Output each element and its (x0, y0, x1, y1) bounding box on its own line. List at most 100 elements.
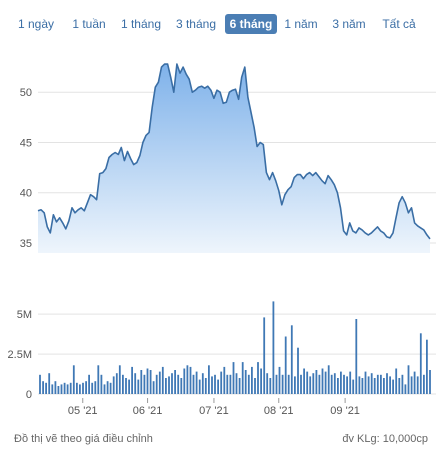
volume-bar (226, 374, 229, 394)
volume-bar (66, 384, 69, 394)
volume-bar (158, 371, 161, 394)
x-tick-label: 08 '21 (264, 405, 294, 417)
volume-bar (54, 381, 57, 394)
x-tick-label: 07 '21 (199, 405, 229, 417)
volume-bar (349, 371, 352, 394)
volume-bar (94, 381, 97, 394)
volume-bar (364, 371, 367, 394)
volume-bar (346, 376, 348, 394)
volume-bar (174, 370, 176, 394)
tab-all[interactable]: Tất cả (382, 17, 416, 31)
price-tick-label: 45 (20, 137, 32, 149)
price-tick-label: 50 (20, 87, 32, 99)
volume-bar (220, 371, 223, 394)
volume-bar (404, 384, 407, 394)
volume-bar (355, 319, 358, 394)
tab-6-month[interactable]: 6 tháng (225, 14, 277, 34)
volume-bar (386, 373, 388, 394)
volume-bar (324, 371, 327, 394)
volume-bar (155, 374, 158, 394)
volume-bar (321, 368, 324, 394)
tab-1-day[interactable]: 1 ngày (17, 17, 55, 31)
volume-bar (401, 374, 404, 394)
volume-bar (214, 374, 216, 394)
volume-bar (171, 373, 173, 394)
volume-bar (389, 376, 391, 394)
volume-bar (204, 378, 207, 394)
volume-bar (309, 376, 312, 394)
volume-bar (315, 370, 318, 394)
volume-bar (343, 374, 345, 394)
price-line (37, 63, 431, 240)
volume-tick-label: 2.5M (8, 349, 32, 361)
volume-bar (115, 373, 118, 394)
volume-bar (244, 370, 247, 394)
volume-bar (69, 382, 72, 394)
volume-bar (429, 370, 431, 394)
volume-bar (60, 384, 63, 394)
tab-1-month[interactable]: 1 tháng (120, 17, 162, 31)
volume-bar (106, 381, 109, 394)
volume-bar (165, 378, 167, 394)
volume-bar (340, 371, 342, 394)
tab-1-week[interactable]: 1 tuần (72, 17, 106, 31)
volume-bar (303, 368, 305, 394)
volume-bar (284, 336, 287, 394)
volume-bar (410, 376, 413, 394)
price-area (37, 63, 431, 253)
volume-bar (100, 374, 103, 394)
volume-bar (128, 379, 130, 394)
volume-bar (91, 382, 94, 394)
volume-bar (416, 376, 419, 394)
volume-bar (42, 381, 44, 394)
volume-bar (358, 376, 361, 394)
volume-bar (88, 374, 90, 394)
volume-bar (247, 374, 250, 394)
volume-y-axis: 0 2.5M 5M (8, 309, 32, 401)
volume-bar (195, 371, 198, 394)
volume-bar (290, 325, 293, 394)
volume-bar (189, 366, 192, 394)
volume-bar (79, 384, 81, 394)
volume-bar (131, 366, 133, 394)
volume-bar (263, 317, 266, 394)
volume-bar (238, 378, 241, 394)
volume-bar (85, 381, 87, 394)
x-tick-label: 05 '21 (68, 405, 98, 417)
volume-bar (257, 362, 259, 394)
volume-bar (149, 370, 152, 394)
volume-bar (235, 373, 238, 394)
volume-tick-label: 0 (26, 389, 32, 401)
volume-bar (266, 373, 269, 394)
volume-bar (251, 366, 253, 394)
volume-bar (118, 365, 121, 394)
volume-bar (223, 366, 226, 394)
x-tick-label: 09 '21 (330, 405, 360, 417)
volume-bar (383, 378, 385, 394)
volume-bar (275, 374, 278, 394)
volume-bar (201, 373, 204, 394)
price-tick-label: 40 (20, 188, 32, 200)
tab-3-year[interactable]: 3 năm (332, 17, 366, 31)
volume-bar (330, 374, 333, 394)
volume-bar (423, 374, 425, 394)
x-axis: 05 '21 06 '21 07 '21 08 '21 09 '21 (68, 398, 360, 417)
volume-bar (281, 374, 284, 394)
volume-bar (337, 378, 339, 394)
volume-bar (177, 374, 180, 394)
tab-3-month[interactable]: 3 tháng (175, 17, 217, 31)
volume-bar (109, 382, 112, 394)
volume-bar (419, 333, 422, 394)
volume-bar (57, 386, 60, 394)
volume-bar (395, 368, 398, 394)
volume-bar (192, 374, 195, 394)
volume-bar (217, 379, 219, 394)
tab-1-year[interactable]: 1 năm (284, 17, 318, 31)
volume-bars (39, 301, 431, 394)
x-tick-label: 06 '21 (133, 405, 163, 417)
volume-bar (370, 373, 373, 394)
volume-bar (112, 376, 115, 394)
volume-bar (82, 382, 84, 394)
volume-bar (241, 362, 244, 394)
volume-bar (97, 365, 100, 394)
